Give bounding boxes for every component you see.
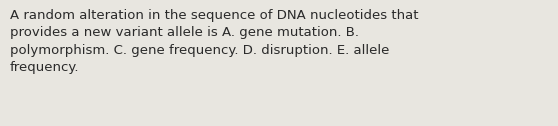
Text: A random alteration in the sequence of DNA nucleotides that
provides a new varia: A random alteration in the sequence of D… — [10, 9, 418, 74]
